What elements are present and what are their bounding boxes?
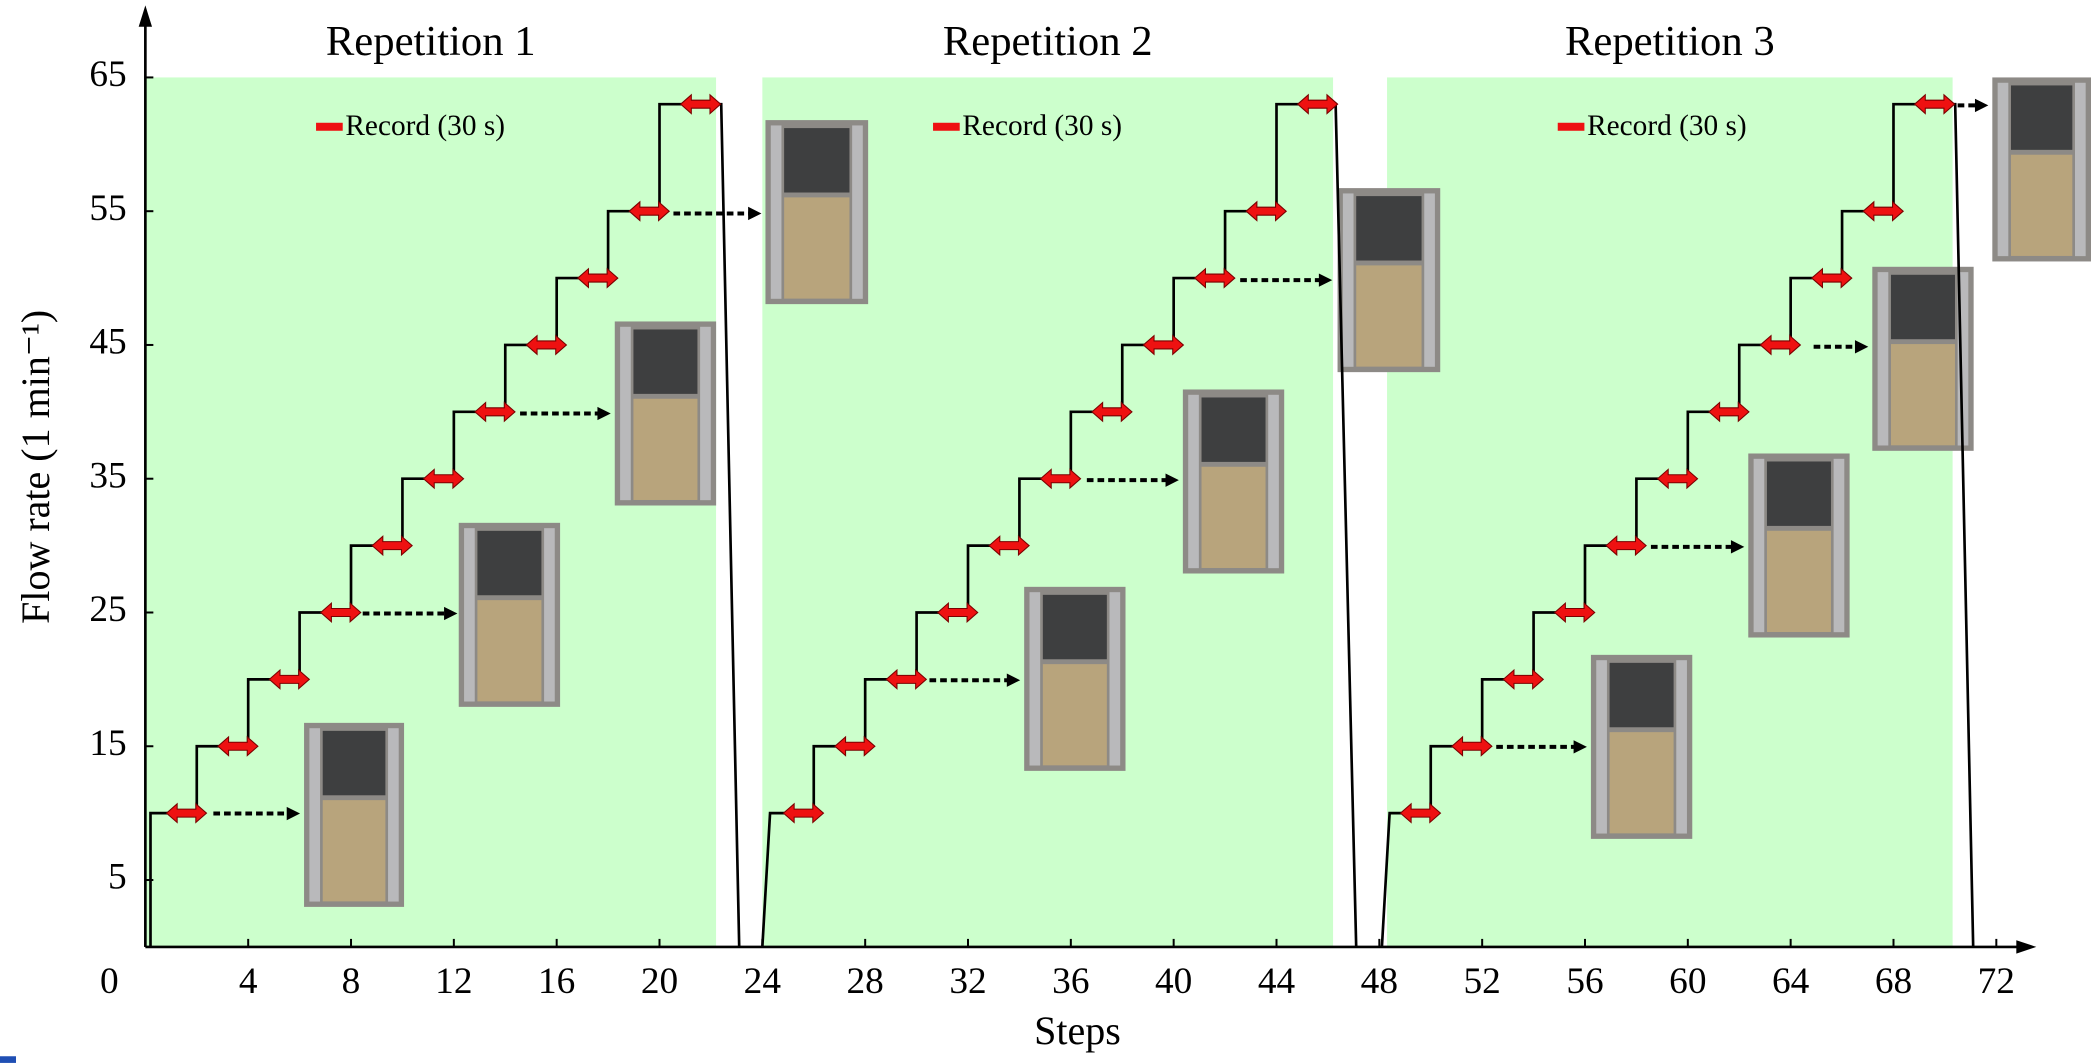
photo-sample: [1202, 467, 1266, 568]
x-tick-label: 24: [744, 961, 782, 1002]
x-axis-arrow: [2016, 940, 2036, 953]
photo-ruler: [1188, 395, 1199, 568]
x-tick-label: 60: [1669, 961, 1706, 1002]
x-tick-label: 56: [1566, 961, 1603, 1002]
photo-ruler: [1596, 660, 1607, 833]
photo-top: [1043, 595, 1107, 659]
photo-ruler: [2075, 83, 2086, 256]
y-axis-arrow: [139, 5, 152, 26]
x-tick-label: 36: [1052, 961, 1089, 1002]
photo-top: [1767, 461, 1831, 525]
page: {"chart_data": { "type": "line", "xlabel…: [0, 0, 2091, 1063]
photo-top: [1610, 663, 1674, 727]
photo-top: [1356, 196, 1421, 260]
photo-sample: [1891, 344, 1955, 445]
chart: Repetition 1 Record (30 s) Repetition 2 Rec…: [0, 0, 2091, 1063]
y-tick-label: 45: [89, 322, 126, 363]
photo-sample: [1356, 265, 1421, 366]
photo-ruler: [852, 125, 863, 298]
y-tick-label: 25: [89, 589, 126, 630]
photo-ruler: [700, 327, 711, 500]
panel-title: Repetition 3: [1565, 18, 1775, 65]
pointer-arrowhead: [1975, 99, 1988, 112]
x-tick-label: 52: [1463, 961, 1500, 1002]
photo-ruler: [1029, 592, 1040, 765]
photo-sample: [1767, 531, 1831, 632]
legend-swatch: [933, 123, 960, 131]
photo-sample: [323, 800, 386, 901]
x-tick-label: 64: [1772, 961, 1810, 1002]
photo-sample: [477, 600, 541, 701]
x-tick-label: 44: [1258, 961, 1296, 1002]
photo-ruler: [544, 528, 555, 701]
y-tick-label: 5: [108, 857, 127, 898]
panel-background: [145, 77, 716, 946]
x-tick-label: 16: [538, 961, 575, 1002]
photo-ruler: [1754, 459, 1765, 632]
photo-top: [323, 731, 386, 795]
panel-title: Repetition 2: [943, 18, 1153, 65]
x-tick-label: 8: [342, 961, 361, 1002]
photo-top: [633, 329, 697, 393]
photo-sample: [2011, 155, 2072, 256]
photo-sample: [784, 197, 849, 298]
x-tick-label: 4: [239, 961, 258, 1002]
panel-title: Repetition 1: [326, 18, 536, 65]
corner-mark: [0, 1056, 16, 1063]
photo-ruler: [464, 528, 475, 701]
legend-swatch: [316, 123, 343, 131]
photo-ruler: [1834, 459, 1845, 632]
photo-ruler: [771, 125, 782, 298]
photo-sample: [633, 399, 697, 500]
x-tick-label: 48: [1361, 961, 1398, 1002]
photo-top: [477, 531, 541, 595]
y-tick-label: 55: [89, 188, 126, 229]
photo-ruler: [388, 728, 399, 901]
y-tick-label: 15: [89, 723, 126, 764]
photo-top: [2011, 85, 2072, 149]
photo-top: [784, 128, 849, 192]
pointer-arrowhead: [748, 207, 761, 220]
x-tick-label: 0: [100, 961, 119, 1002]
photo-top: [1891, 275, 1955, 339]
x-tick-label: 32: [949, 961, 986, 1002]
photo-ruler: [1998, 83, 2009, 256]
x-tick-label: 40: [1155, 961, 1192, 1002]
photo-ruler: [1676, 660, 1687, 833]
legend-label: Record (30 s): [962, 110, 1122, 142]
x-axis-label: Steps: [1034, 1008, 1121, 1053]
x-tick-label: 72: [1978, 961, 2015, 1002]
photo-sample: [1610, 732, 1674, 833]
legend-label: Record (30 s): [345, 110, 505, 142]
photo-ruler: [1268, 395, 1279, 568]
photo-top: [1202, 397, 1266, 461]
photo-ruler: [1878, 272, 1889, 445]
photo-ruler: [1343, 193, 1354, 366]
legend-swatch: [1558, 123, 1585, 131]
y-axis-label: Flow rate (1 min⁻¹): [13, 310, 58, 624]
photo-ruler: [1424, 193, 1435, 366]
legend-label: Record (30 s): [1587, 110, 1747, 142]
x-tick-label: 28: [847, 961, 884, 1002]
photo-ruler: [620, 327, 631, 500]
photo-sample: [1043, 664, 1107, 765]
x-tick-label: 68: [1875, 961, 1912, 1002]
y-tick-label: 65: [89, 54, 126, 95]
x-tick-label: 12: [435, 961, 472, 1002]
photo-ruler: [1110, 592, 1121, 765]
x-tick-label: 20: [641, 961, 678, 1002]
y-tick-label: 35: [89, 455, 126, 496]
photo-ruler: [309, 728, 320, 901]
